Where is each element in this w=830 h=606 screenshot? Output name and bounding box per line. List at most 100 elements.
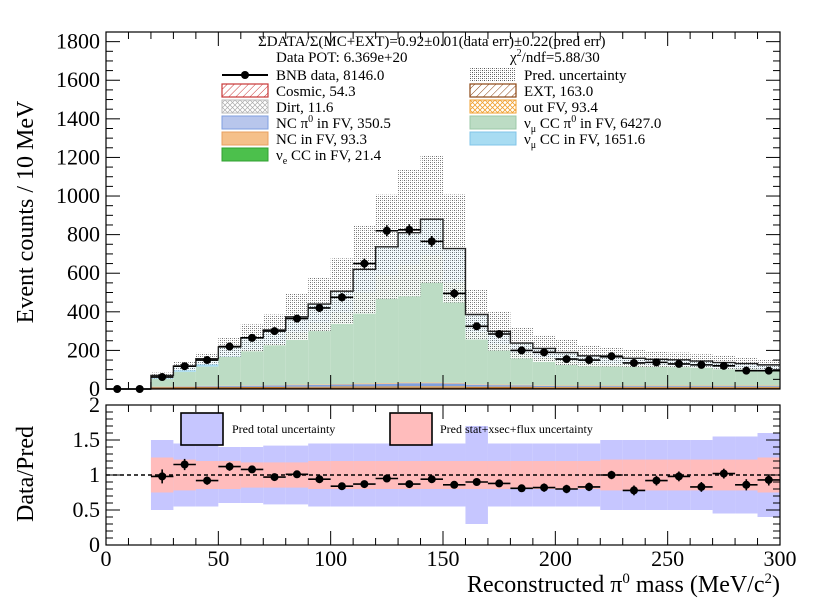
- data-point-3: [180, 362, 189, 371]
- stack-bar-1-24: [645, 387, 668, 389]
- stack-bar-5-17: [487, 384, 511, 386]
- data-point-6: [248, 333, 257, 342]
- svg-text:BNB data, 8146.0: BNB data, 8146.0: [276, 68, 384, 84]
- y-tick-label-bottom: 0: [89, 532, 100, 557]
- stack-bar-3-9: [308, 386, 331, 388]
- stack-bar-4-12: [375, 383, 399, 387]
- stack-bar-5-10: [330, 383, 354, 385]
- stack-bar-4-3: [173, 386, 196, 388]
- top-y-axis-label: Event counts / 10 MeV: [13, 100, 39, 323]
- bottom-legend: Pred total uncertainty Pred stat+xsec+fl…: [180, 412, 593, 446]
- stack-bar-4-24: [645, 386, 668, 388]
- stack-bar-4-26: [690, 386, 713, 388]
- legend-entry-numupi0: νμ CC π0 in FV, 6427.0: [469, 114, 661, 135]
- legend-entry-ext: EXT, 163.0: [469, 83, 593, 100]
- stack-bar-4-19: [532, 385, 556, 388]
- svg-text:Dirt, 11.6: Dirt, 11.6: [276, 100, 334, 116]
- stack-bar-5-8: [285, 384, 309, 386]
- top-panel: 0 200 400 600 800 1000 1200 1400 1600 1800 Event …: [13, 29, 781, 401]
- stack-bar-4-27: [712, 386, 736, 388]
- data-point-28: [742, 366, 751, 375]
- top-legend: BNB data, 8146.0 Pred. uncertainty Cosmi…: [221, 67, 661, 167]
- data-point-29: [764, 366, 773, 375]
- stack-bar-1-17: [487, 387, 511, 389]
- y-tick-label-top: 800: [67, 222, 100, 247]
- stack-bar-3-11: [353, 386, 376, 388]
- data-point-21: [585, 356, 594, 365]
- stack-bar-3-14: [420, 386, 443, 388]
- x-tick-labels: 0 50 100 150 200 250 300: [101, 546, 797, 571]
- stat-unc-bar-24: [645, 459, 668, 491]
- legend-entry-data: BNB data, 8146.0: [222, 68, 384, 84]
- y-tick-label-top: 600: [67, 260, 100, 285]
- stack-bar-1-3: [173, 387, 196, 389]
- stack-bar-1-28: [735, 387, 758, 389]
- data-point-13: [405, 225, 414, 234]
- stack-bar-3-16: [465, 386, 488, 388]
- stack-bar-5-15: [443, 382, 466, 384]
- svg-text:Pred total uncertainty: Pred total uncertainty: [232, 422, 335, 436]
- data-pot: Data POT: 6.369e+20: [276, 50, 407, 66]
- ratio-point-11: [405, 480, 414, 489]
- stack-bar-4-11: [353, 384, 376, 387]
- stack-bar-3-13: [398, 386, 421, 388]
- ratio-point-27: [764, 475, 773, 484]
- stack-bar-6-4: [195, 366, 219, 386]
- stack-bar-5-18: [510, 384, 533, 386]
- stack-bar-6-10: [330, 312, 354, 384]
- stack-bar-4-23: [622, 386, 646, 388]
- bottom-y-axis-label: Data/Pred: [13, 426, 39, 522]
- stack-bar-1-26: [690, 387, 713, 389]
- svg-text:νμ CC π0 in FV, 6427.0: νμ CC π0 in FV, 6427.0: [524, 114, 661, 135]
- stack-bar-3-25: [667, 387, 691, 388]
- x-tick-label: 200: [539, 546, 572, 571]
- stack-bar-3-8: [285, 386, 309, 388]
- stack-bar-6-18: [510, 352, 533, 385]
- stack-bar-5-23: [622, 385, 646, 387]
- stack-bar-1-10: [330, 387, 354, 389]
- stack-bar-4-4: [195, 386, 219, 388]
- stack-bar-4-17: [487, 385, 511, 387]
- legend-entry-numucc: νμ CC in FV, 1651.6: [469, 131, 646, 151]
- data-point-17: [495, 330, 504, 339]
- ratio-points: [150, 458, 780, 496]
- y-tick-label-top: 0: [89, 376, 100, 401]
- data-point-5: [225, 342, 234, 351]
- stack-bar-5-16: [465, 384, 488, 385]
- stack-bar-1-9: [308, 387, 331, 389]
- stack-bar-1-20: [555, 387, 578, 389]
- chi2-ndf: χ2/ndf=5.88/30: [509, 48, 600, 66]
- stat-unc-bar-19: [532, 461, 556, 489]
- stack-bar-3-29: [757, 387, 780, 388]
- stack-bar-3-21: [577, 387, 601, 388]
- x-axis-label: Reconstructed π0 mass (MeV/c2): [467, 571, 780, 598]
- stack-bar-6-22: [600, 363, 623, 386]
- stack-bar-6-26: [690, 366, 713, 386]
- stack-bar-4-16: [465, 384, 488, 387]
- ratio-point-8: [337, 482, 346, 491]
- ratio-point-25: [719, 469, 728, 478]
- ratio-point-21: [629, 486, 638, 495]
- stack-bar-6-5: [218, 356, 241, 386]
- stack-bar-4-7: [263, 385, 286, 387]
- stack-bar-4-29: [757, 386, 780, 388]
- stack-bar-1-18: [510, 387, 533, 389]
- stack-bar-6-24: [645, 365, 668, 386]
- x-tick-label: 50: [207, 546, 229, 571]
- ratio-point-4: [248, 465, 257, 474]
- data-point-10: [337, 293, 346, 302]
- y-tick-label-bottom: 2: [89, 392, 100, 417]
- stack-bar-4-20: [555, 386, 578, 388]
- stack-bar-6-29: [757, 369, 780, 386]
- stack-bar-1-7: [263, 387, 286, 389]
- legend-entry-outfv: out FV, 93.4: [469, 99, 598, 116]
- svg-text:νμ CC in FV, 1651.6: νμ CC in FV, 1651.6: [524, 132, 646, 151]
- svg-text:out FV, 93.4: out FV, 93.4: [524, 100, 598, 116]
- stack-bar-6-8: [285, 332, 309, 385]
- data-point-7: [270, 327, 279, 336]
- stack-bar-1-15: [443, 387, 466, 389]
- data-point-4: [203, 356, 212, 365]
- stat-unc-bar-11: [353, 461, 376, 489]
- ratio-point-10: [382, 474, 391, 483]
- stack-bar-3-15: [443, 386, 466, 388]
